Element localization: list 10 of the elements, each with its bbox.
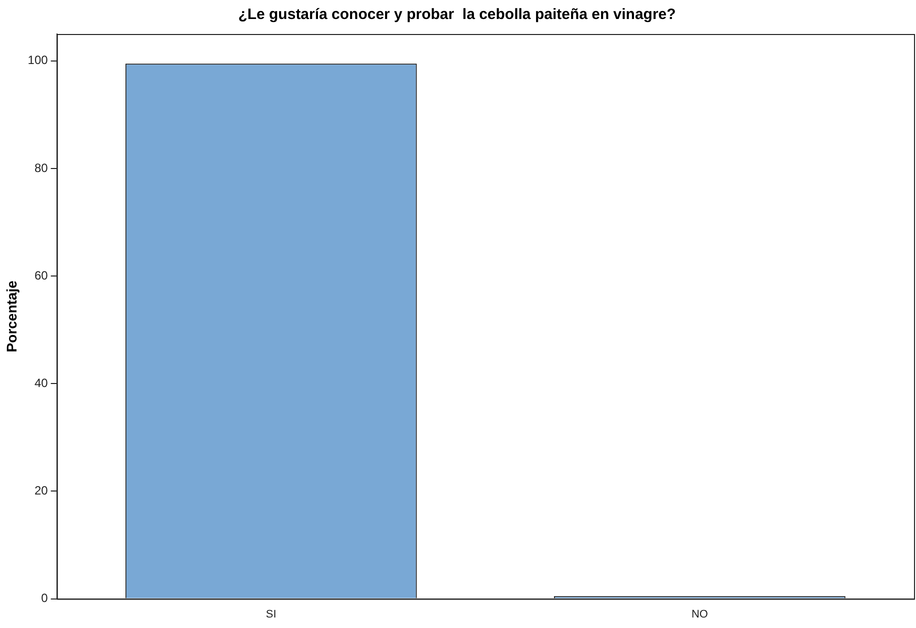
y-axis-title: Porcentaje bbox=[3, 280, 20, 352]
y-tick-label: 60 bbox=[34, 268, 48, 282]
y-tick-label: 80 bbox=[34, 160, 48, 175]
y-tick-label: 40 bbox=[34, 376, 48, 390]
y-tick-label: 0 bbox=[41, 591, 48, 606]
x-tick-label: NO bbox=[691, 608, 708, 620]
y-tick-label: 20 bbox=[34, 484, 48, 498]
chart-title: ¿Le gustaría conocer y probar la cebolla paiteña en vinagre? bbox=[238, 6, 676, 24]
y-tick-label: 100 bbox=[28, 53, 48, 68]
x-tick-label: SI bbox=[266, 608, 276, 620]
